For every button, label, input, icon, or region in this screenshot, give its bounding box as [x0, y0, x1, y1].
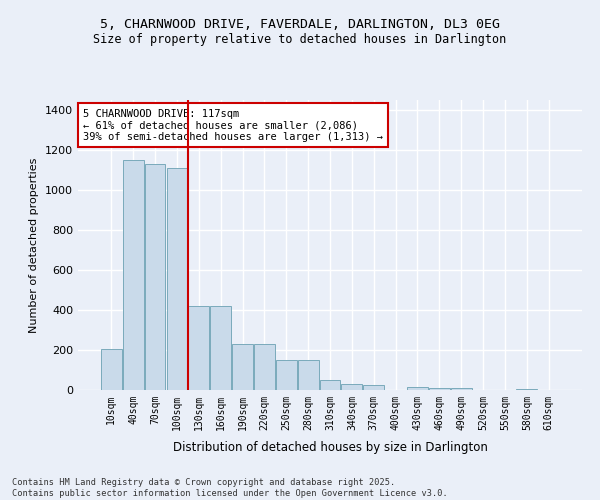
- Bar: [167, 168, 187, 390]
- Bar: [210, 306, 231, 390]
- Bar: [407, 387, 428, 390]
- Bar: [232, 344, 253, 390]
- Bar: [145, 164, 166, 390]
- Bar: [298, 360, 319, 390]
- Bar: [254, 344, 275, 390]
- Bar: [123, 160, 143, 390]
- Text: 5, CHARNWOOD DRIVE, FAVERDALE, DARLINGTON, DL3 0EG: 5, CHARNWOOD DRIVE, FAVERDALE, DARLINGTO…: [100, 18, 500, 30]
- Text: Size of property relative to detached houses in Darlington: Size of property relative to detached ho…: [94, 32, 506, 46]
- Bar: [320, 380, 340, 390]
- Y-axis label: Number of detached properties: Number of detached properties: [29, 158, 40, 332]
- Bar: [188, 306, 209, 390]
- Bar: [341, 384, 362, 390]
- Text: 5 CHARNWOOD DRIVE: 117sqm
← 61% of detached houses are smaller (2,086)
39% of se: 5 CHARNWOOD DRIVE: 117sqm ← 61% of detac…: [83, 108, 383, 142]
- Bar: [276, 360, 296, 390]
- X-axis label: Distribution of detached houses by size in Darlington: Distribution of detached houses by size …: [173, 441, 487, 454]
- Bar: [429, 388, 450, 390]
- Bar: [101, 349, 122, 390]
- Bar: [451, 388, 472, 390]
- Bar: [364, 385, 384, 390]
- Text: Contains HM Land Registry data © Crown copyright and database right 2025.
Contai: Contains HM Land Registry data © Crown c…: [12, 478, 448, 498]
